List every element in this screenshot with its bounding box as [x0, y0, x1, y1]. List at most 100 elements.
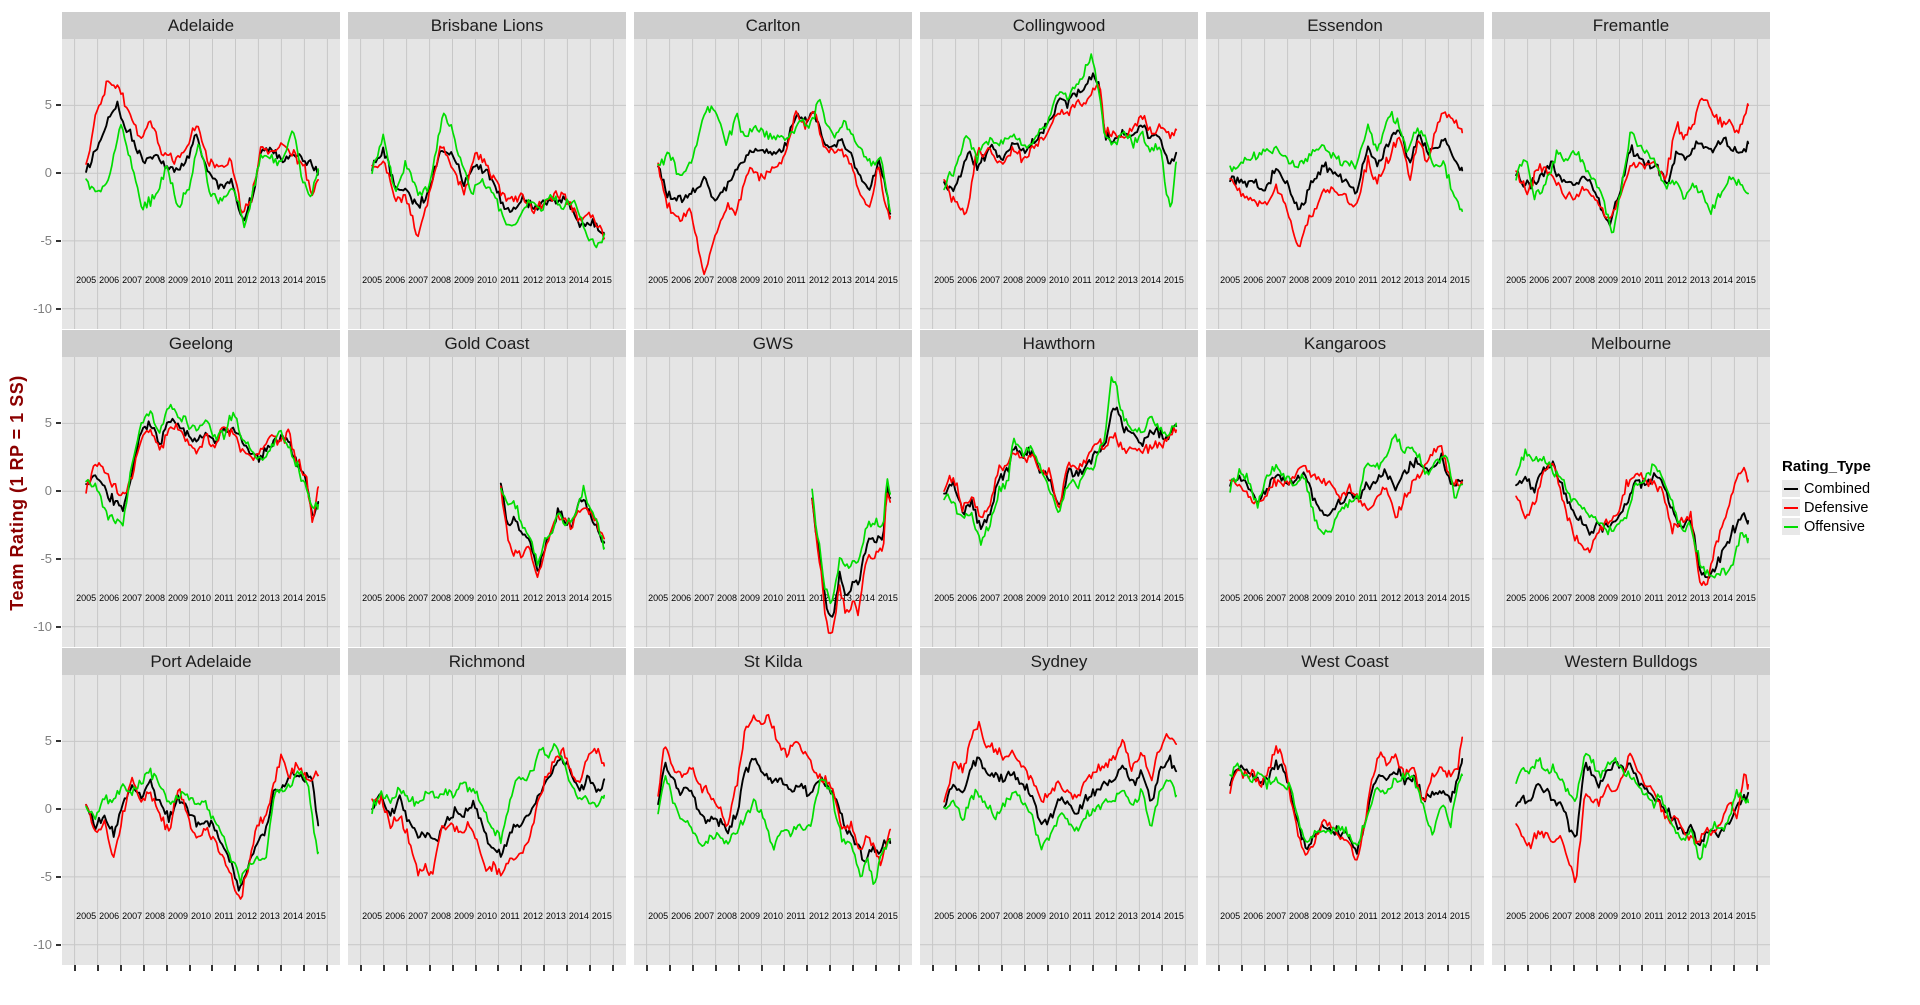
facet-strip-title: St Kilda — [634, 648, 912, 675]
svg-text:2011: 2011 — [786, 911, 805, 921]
x-axis-tick — [1710, 965, 1712, 971]
svg-text:2012: 2012 — [237, 593, 257, 603]
svg-text:2008: 2008 — [1575, 593, 1595, 603]
svg-text:2013: 2013 — [1118, 911, 1138, 921]
legend-label-offensive: Offensive — [1804, 518, 1865, 535]
svg-text:2015: 2015 — [592, 593, 612, 603]
facet-western-bulldogs: Western Bulldogs 2005 2006 2007 2008 2009 201… — [1492, 648, 1770, 965]
facet-strip-title: Hawthorn — [920, 330, 1198, 357]
svg-text:2015: 2015 — [1450, 911, 1470, 921]
facet-collingwood: Collingwood 2005 2006 2007 2008 2009 2010 2011… — [920, 12, 1198, 329]
y-axis-tick — [56, 740, 61, 742]
svg-text:2014: 2014 — [569, 593, 589, 603]
legend-entry-offensive: Offensive — [1782, 517, 1920, 536]
svg-text:2015: 2015 — [1736, 911, 1756, 921]
facet-plot-area: 2005 2006 2007 2008 2009 2010 2011 2012 2013 2014… — [1492, 357, 1770, 647]
svg-text:2010: 2010 — [1049, 275, 1069, 285]
svg-text:2011: 2011 — [1072, 593, 1091, 603]
svg-text:2015: 2015 — [878, 911, 898, 921]
facet-plot-area: 2005 2006 2007 2008 2009 2010 2011 2012 2013 2014… — [62, 39, 340, 329]
svg-text:2009: 2009 — [168, 911, 188, 921]
svg-text:2009: 2009 — [740, 275, 760, 285]
y-axis-tick — [56, 240, 61, 242]
x-axis-tick — [669, 965, 671, 971]
facet-gws: GWS 2005 2006 2007 2008 2009 2010 2011 2012 2013… — [634, 330, 912, 647]
facet-fremantle: Fremantle 2005 2006 2007 2008 2009 2010 2011 20… — [1492, 12, 1770, 329]
svg-text:2014: 2014 — [855, 593, 875, 603]
svg-text:2015: 2015 — [878, 593, 898, 603]
svg-text:2008: 2008 — [717, 911, 737, 921]
svg-text:2008: 2008 — [145, 275, 165, 285]
svg-text:2011: 2011 — [500, 911, 519, 921]
svg-text:2014: 2014 — [855, 275, 875, 285]
x-axis-tick — [189, 965, 191, 971]
svg-text:2009: 2009 — [740, 593, 760, 603]
svg-text:2010: 2010 — [191, 911, 211, 921]
svg-text:2006: 2006 — [99, 593, 119, 603]
x-axis-tick — [406, 965, 408, 971]
y-axis-tick — [56, 808, 61, 810]
svg-text:2014: 2014 — [1713, 593, 1733, 603]
facet-chart-svg: 2005 2006 2007 2008 2009 2010 2011 2012 2013 2014… — [1206, 39, 1484, 329]
svg-text:2012: 2012 — [237, 911, 257, 921]
x-axis-tick — [497, 965, 499, 971]
x-axis-tick — [738, 965, 740, 971]
facet-chart-svg: 2005 2006 2007 2008 2009 2010 2011 2012 2013 2014… — [920, 39, 1198, 329]
facet-plot-area: 2005 2006 2007 2008 2009 2010 2011 2012 2013 2014… — [62, 675, 340, 965]
facet-geelong: Geelong 2005 2006 2007 2008 2009 2010 2011 2012… — [62, 330, 340, 647]
svg-text:2010: 2010 — [477, 911, 497, 921]
y-axis-tick — [56, 308, 61, 310]
svg-text:2008: 2008 — [1289, 593, 1309, 603]
svg-text:2014: 2014 — [1713, 275, 1733, 285]
svg-text:2015: 2015 — [878, 275, 898, 285]
x-axis-tick — [1619, 965, 1621, 971]
facet-plot-area: 2005 2006 2007 2008 2009 2010 2011 2012 2013 2014… — [348, 675, 626, 965]
facet-gold-coast: Gold Coast 2005 2006 2007 2008 2009 2010 2011 2… — [348, 330, 626, 647]
svg-text:2014: 2014 — [283, 593, 303, 603]
svg-text:2010: 2010 — [1049, 593, 1069, 603]
facet-chart-svg: 2005 2006 2007 2008 2009 2010 2011 2012 2013 2014… — [634, 357, 912, 647]
facet-melbourne: Melbourne 2005 2006 2007 2008 2009 2010 2011 20… — [1492, 330, 1770, 647]
x-axis-tick — [692, 965, 694, 971]
svg-text:2008: 2008 — [431, 593, 451, 603]
svg-text:2008: 2008 — [1575, 911, 1595, 921]
svg-text:2007: 2007 — [408, 593, 428, 603]
x-axis-tick — [1401, 965, 1403, 971]
svg-text:2005: 2005 — [1506, 911, 1526, 921]
svg-text:2014: 2014 — [855, 911, 875, 921]
facet-strip-title: Port Adelaide — [62, 648, 340, 675]
svg-text:2008: 2008 — [1003, 911, 1023, 921]
svg-text:2012: 2012 — [809, 593, 829, 603]
svg-text:2006: 2006 — [385, 275, 405, 285]
svg-text:2014: 2014 — [1141, 911, 1161, 921]
facet-chart-svg: 2005 2006 2007 2008 2009 2010 2011 2012 2013 2014… — [1492, 357, 1770, 647]
facet-strip-title: Collingwood — [920, 12, 1198, 39]
svg-text:2009: 2009 — [1026, 275, 1046, 285]
facet-hawthorn: Hawthorn 2005 2006 2007 2008 2009 2010 2011 201… — [920, 330, 1198, 647]
svg-text:2007: 2007 — [122, 275, 142, 285]
x-axis-tick — [1527, 965, 1529, 971]
svg-text:2014: 2014 — [569, 275, 589, 285]
x-axis-tick — [955, 965, 957, 971]
svg-text:2005: 2005 — [934, 275, 954, 285]
svg-text:2011: 2011 — [786, 593, 805, 603]
facet-strip-title: Kangaroos — [1206, 330, 1484, 357]
facet-strip-title: West Coast — [1206, 648, 1484, 675]
x-axis-tick — [1161, 965, 1163, 971]
svg-text:2010: 2010 — [1621, 593, 1641, 603]
svg-text:2013: 2013 — [1404, 275, 1424, 285]
y-axis-tick — [56, 422, 61, 424]
svg-text:2005: 2005 — [362, 275, 382, 285]
svg-text:2013: 2013 — [832, 275, 852, 285]
x-axis-tick — [566, 965, 568, 971]
x-axis-tick — [120, 965, 122, 971]
facet-plot-area: 2005 2006 2007 2008 2009 2010 2011 2012 2013 2014… — [920, 357, 1198, 647]
svg-text:2009: 2009 — [168, 275, 188, 285]
x-axis-tick — [1504, 965, 1506, 971]
svg-text:2012: 2012 — [523, 593, 543, 603]
facet-sydney: Sydney 2005 2006 2007 2008 2009 2010 2011 2012 2… — [920, 648, 1198, 965]
svg-text:2007: 2007 — [1266, 911, 1286, 921]
legend-label-combined: Combined — [1804, 480, 1871, 497]
svg-text:2009: 2009 — [1312, 911, 1332, 921]
svg-text:2005: 2005 — [1220, 275, 1240, 285]
